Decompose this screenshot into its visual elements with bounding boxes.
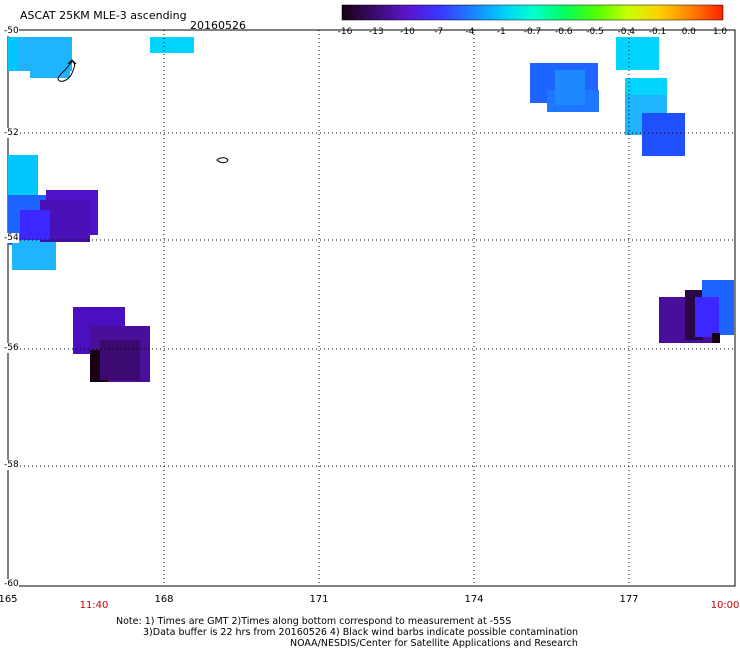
colorbar-tick-label: -7 (434, 27, 444, 37)
lon-label: 168 (154, 594, 174, 605)
lat-label: -54 (4, 233, 19, 243)
colorbar-tick-label: -10 (400, 27, 415, 37)
lat-label: -58 (4, 460, 19, 470)
lon-label: 171 (309, 594, 329, 605)
note-line-1: Note: 1) Times are GMT 2)Times along bot… (116, 616, 512, 627)
lon-label: 177 (619, 594, 639, 605)
island-outlines (57, 59, 229, 164)
colorbar-tick-label: 1.0 (712, 27, 728, 37)
lat-label: -52 (4, 128, 19, 138)
time-label-end: 10:00 (710, 600, 740, 611)
colorbar-tick-label: -13 (368, 27, 384, 37)
grid-lines (8, 30, 735, 586)
note-line-3: NOAA/NESDIS/Center for Satellite Applica… (290, 638, 578, 649)
lat-label: -60 (4, 579, 19, 589)
colorbar-tick-label: -0.5 (586, 27, 604, 37)
lat-label: -56 (4, 343, 19, 353)
colorbar-tick-label: -0.1 (648, 27, 667, 37)
lon-label: 165 (0, 594, 18, 605)
colorbar-tick-label: -4 (465, 27, 475, 37)
lat-label: -50 (4, 26, 19, 36)
colorbar (341, 4, 724, 21)
time-label-start: 11:40 (79, 600, 109, 611)
colorbar-tick-label: 0.0 (681, 27, 696, 37)
colorbar-tick-label: -0.6 (554, 27, 573, 37)
colorbar-tick-label: -0.7 (523, 27, 542, 37)
lon-label: 174 (464, 594, 484, 605)
colorbar-tick-label: -1 (496, 27, 506, 37)
colorbar-tick-label: -16 (337, 27, 353, 37)
map-date: 20160526 (190, 19, 246, 32)
wind-data-cells (8, 37, 734, 382)
note-line-2: 3)Data buffer is 22 hrs from 20160526 4)… (143, 627, 579, 638)
plot-frame (7, 29, 736, 587)
colorbar-tick-label: -0.4 (617, 27, 636, 37)
map-title: ASCAT 25KM MLE-3 ascending (20, 9, 187, 22)
